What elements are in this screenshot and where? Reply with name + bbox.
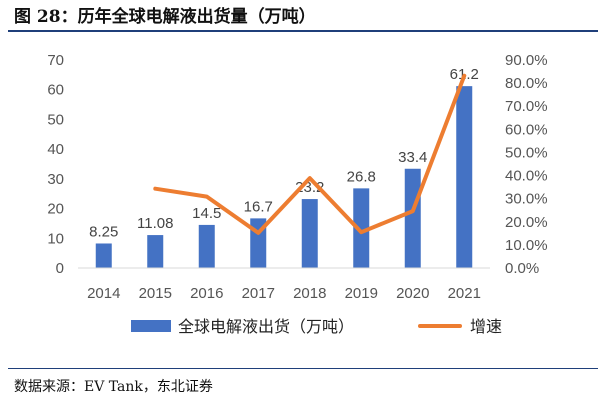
bar xyxy=(147,235,164,268)
left-axis-tick-label: 60 xyxy=(47,82,64,99)
bar-data-label: 11.08 xyxy=(137,215,173,232)
x-axis-tick-label: 2019 xyxy=(345,285,378,302)
x-axis-tick-label: 2021 xyxy=(448,285,481,302)
growth-point xyxy=(411,209,415,213)
bar-data-label: 14.5 xyxy=(192,205,221,222)
right-axis-tick-label: 20.0% xyxy=(505,214,548,231)
right-axis-tick-label: 10.0% xyxy=(505,237,548,254)
x-axis-tick-label: 2016 xyxy=(190,285,223,302)
growth-point xyxy=(153,187,157,191)
right-axis-tick-label: 80.0% xyxy=(505,75,548,92)
left-axis-tick-label: 10 xyxy=(47,230,64,247)
right-axis-tick-label: 90.0% xyxy=(505,52,548,69)
growth-point xyxy=(205,195,209,199)
bar xyxy=(198,224,215,268)
legend: 全球电解液出货（万吨） 增速 xyxy=(131,317,502,336)
left-axis-tick-label: 20 xyxy=(47,201,64,218)
legend-bar-label: 全球电解液出货（万吨） xyxy=(178,317,354,336)
legend-bar-swatch xyxy=(131,320,171,332)
bar-data-label: 16.7 xyxy=(244,198,273,215)
growth-point xyxy=(256,231,260,235)
x-axis-tick-label: 2014 xyxy=(87,285,120,302)
bar xyxy=(301,199,318,268)
left-axis-tick-label: 70 xyxy=(47,52,64,69)
right-axis-tick-label: 0.0% xyxy=(505,260,539,277)
bar xyxy=(404,168,421,268)
bottom-rule xyxy=(8,368,598,369)
x-axis: 2014 2015 2016 2017 2018 2019 2020 2021 xyxy=(78,267,490,302)
growth-point xyxy=(308,176,312,180)
line-series xyxy=(153,73,467,235)
bar-series xyxy=(95,86,473,268)
x-axis-tick-label: 2017 xyxy=(242,285,275,302)
title-rule xyxy=(8,30,598,32)
right-axis-tick-label: 40.0% xyxy=(505,168,548,185)
left-axis-tick-label: 40 xyxy=(47,141,64,158)
right-y-axis: 0.0% 10.0% 20.0% 30.0% 40.0% 50.0% 60.0% 70.0% 8… xyxy=(505,52,548,277)
bar-data-label: 8.25 xyxy=(89,223,118,240)
x-axis-tick-label: 2015 xyxy=(139,285,172,302)
left-y-axis: 0 10 20 30 40 50 60 70 xyxy=(47,52,64,277)
figure-title: 图 28：历年全球电解液出货量（万吨） xyxy=(14,7,316,27)
bar-data-label: 26.8 xyxy=(347,168,376,185)
source-note: 数据来源：EV Tank，东北证券 xyxy=(14,379,213,395)
right-axis-tick-label: 60.0% xyxy=(505,121,548,138)
right-axis-tick-label: 30.0% xyxy=(505,191,548,208)
bar-data-label: 33.4 xyxy=(398,149,427,166)
x-axis-tick-label: 2018 xyxy=(293,285,326,302)
left-axis-tick-label: 0 xyxy=(56,260,64,277)
left-axis-tick-label: 50 xyxy=(47,111,64,128)
bar xyxy=(353,188,370,268)
right-axis-tick-label: 70.0% xyxy=(505,98,548,115)
bar xyxy=(456,86,473,268)
growth-point xyxy=(359,230,363,234)
right-axis-tick-label: 50.0% xyxy=(505,144,548,161)
left-axis-tick-label: 30 xyxy=(47,171,64,188)
legend-line-label: 增速 xyxy=(470,317,502,336)
x-axis-tick-label: 2020 xyxy=(396,285,429,302)
bar xyxy=(95,243,112,268)
growth-point xyxy=(462,74,466,78)
